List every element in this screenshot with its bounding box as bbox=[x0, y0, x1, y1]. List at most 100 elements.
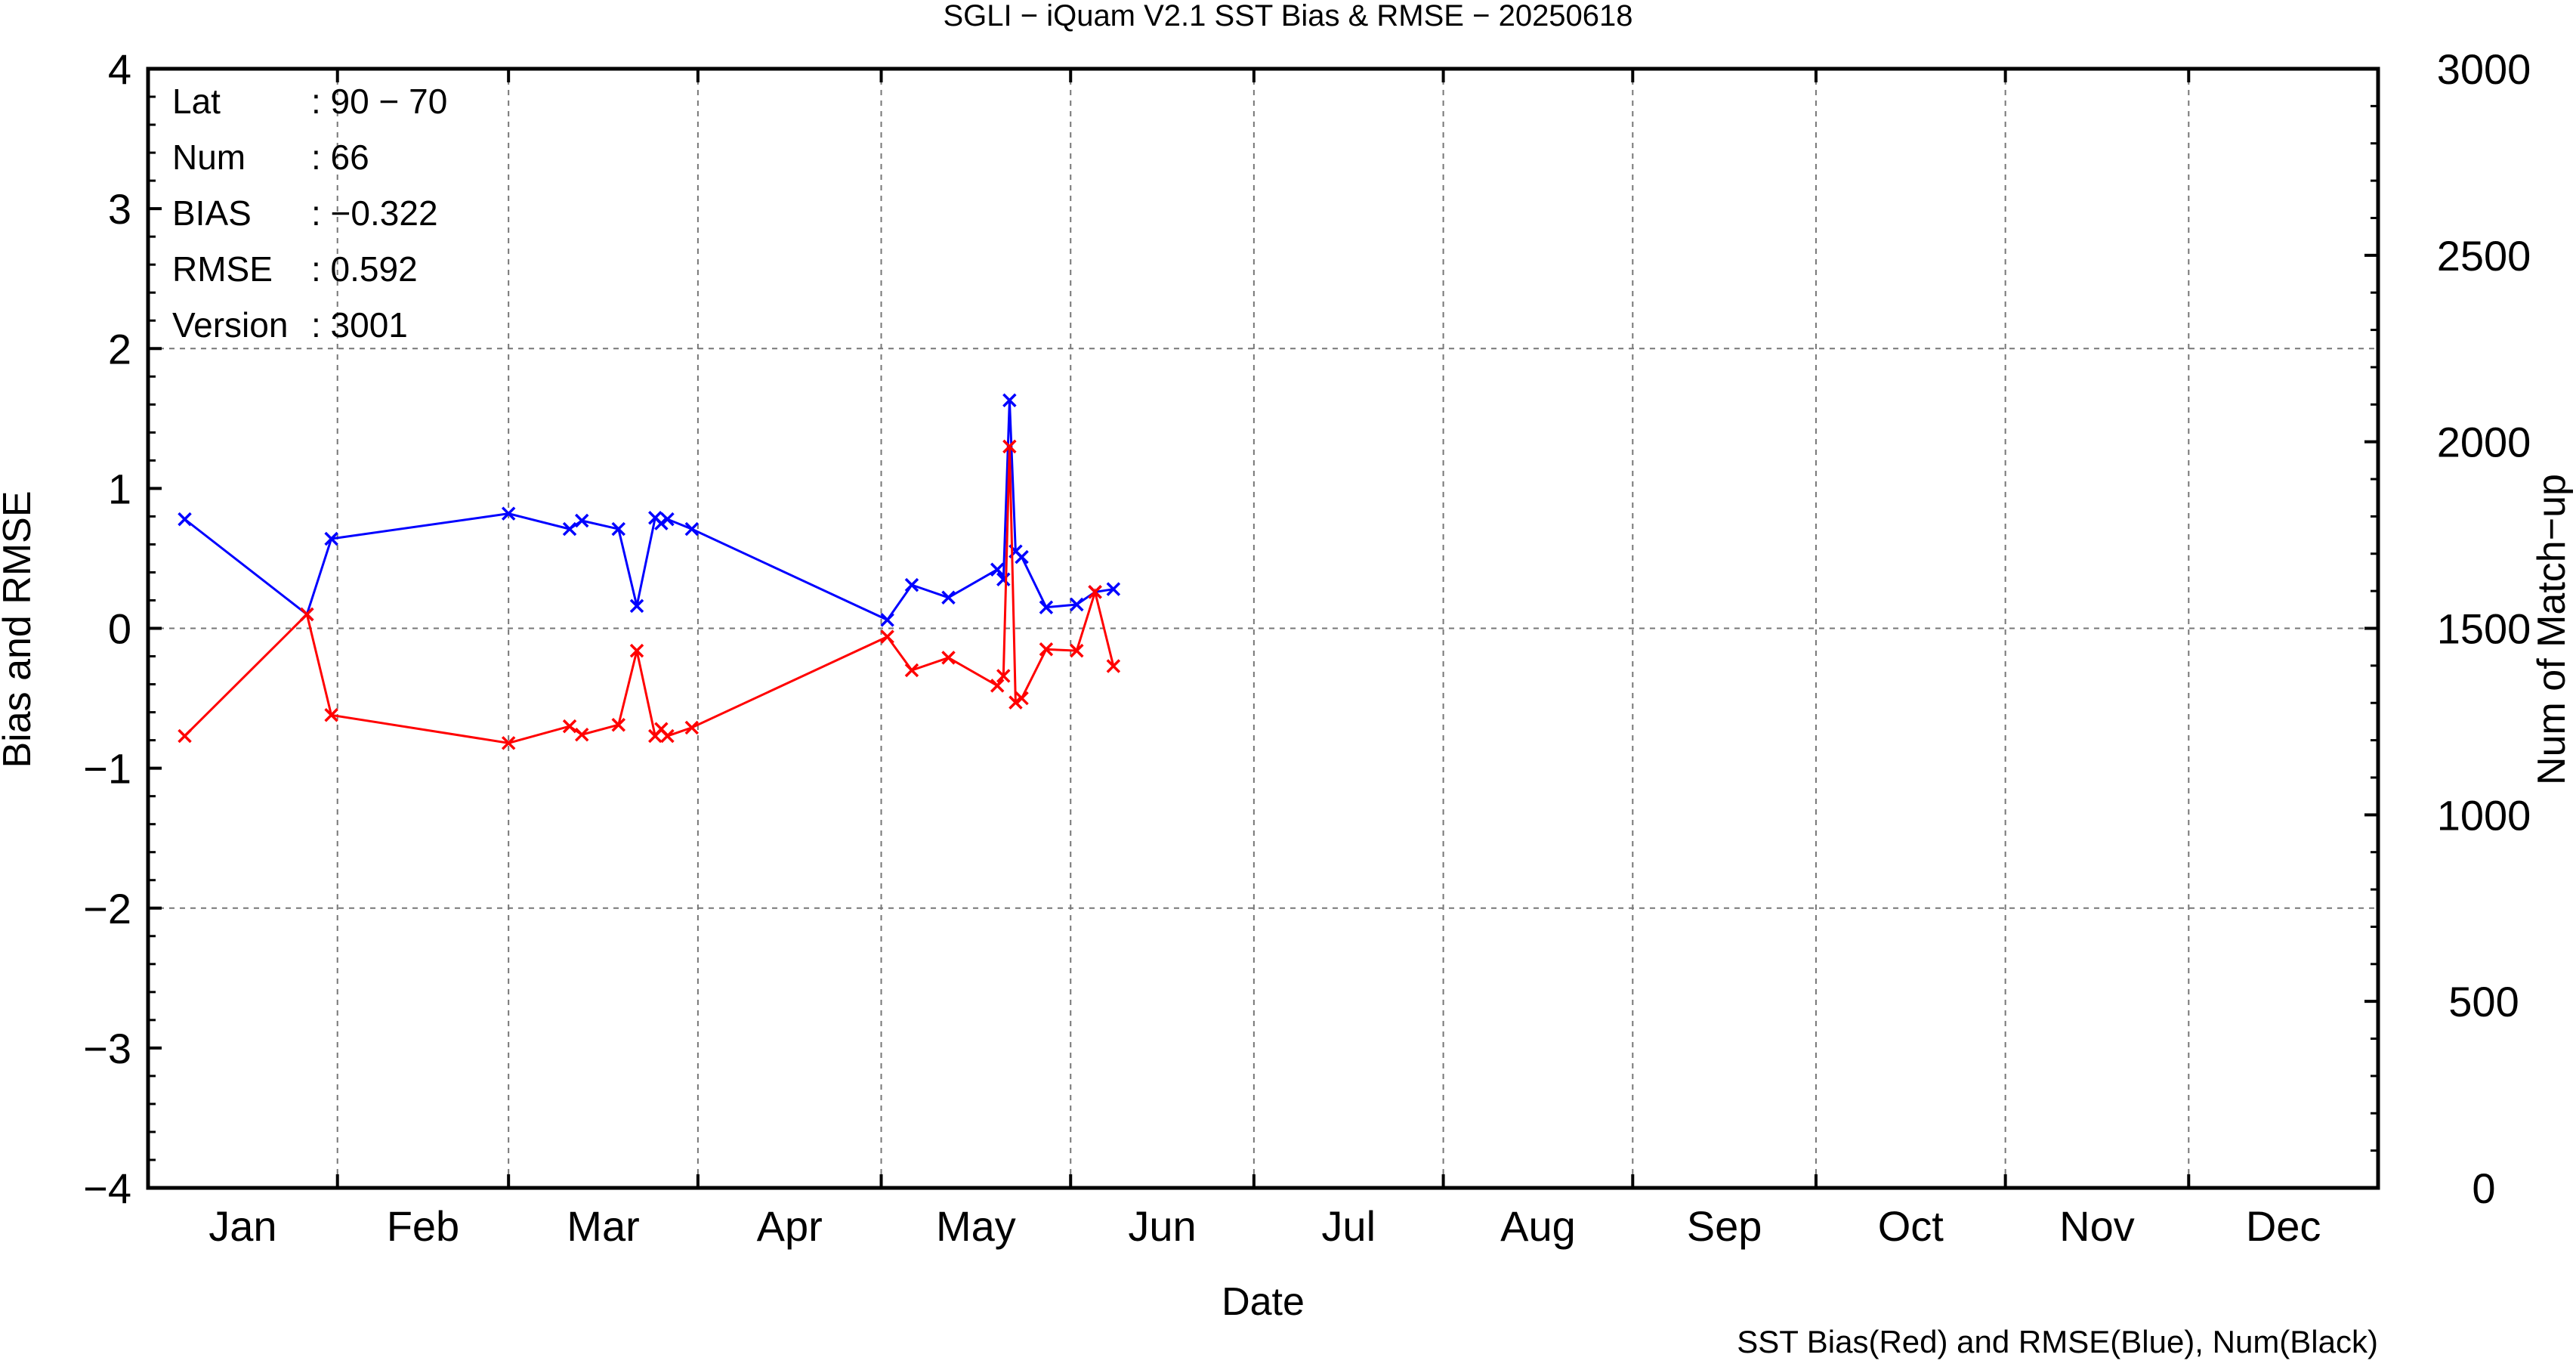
grid-lines bbox=[148, 69, 2378, 1188]
point-marker-stroke bbox=[324, 708, 338, 722]
data-point-bias bbox=[904, 663, 919, 678]
data-point-rmse bbox=[574, 513, 589, 528]
data-point-bias bbox=[300, 607, 314, 622]
point-marker-stroke bbox=[996, 669, 1011, 683]
y2-tick-label: 3000 bbox=[2437, 45, 2531, 93]
data-point-rmse bbox=[684, 521, 700, 537]
info-value: : 90 − 70 bbox=[311, 82, 447, 121]
y2-tick-label: 0 bbox=[2472, 1164, 2495, 1212]
data-point-rmse bbox=[1002, 393, 1017, 407]
data-point-bias bbox=[562, 719, 577, 734]
point-marker-stroke bbox=[1002, 393, 1017, 407]
y-tick-label: 1 bbox=[108, 465, 131, 512]
point-marker-stroke bbox=[611, 521, 625, 537]
info-label: RMSE bbox=[172, 249, 273, 289]
point-marker-stroke bbox=[300, 607, 314, 622]
point-marker-stroke bbox=[324, 531, 338, 546]
y2-tick-label: 2000 bbox=[2437, 419, 2531, 466]
data-point-rmse bbox=[1106, 582, 1121, 596]
y-tick-labels: 4 3 2 1 0 −1 −2 −3 −4 bbox=[83, 45, 131, 1212]
info-value: : 66 bbox=[311, 138, 369, 177]
point-marker-stroke bbox=[880, 613, 894, 627]
data-point-rmse bbox=[1070, 597, 1084, 612]
data-point-bias bbox=[996, 669, 1011, 683]
data-point-bias bbox=[501, 736, 516, 750]
point-marker-stroke bbox=[1106, 659, 1121, 673]
x-tick-label: Feb bbox=[387, 1202, 460, 1250]
x-tick-label: Oct bbox=[1878, 1202, 1944, 1250]
point-marker-stroke bbox=[941, 651, 956, 665]
data-point-rmse bbox=[324, 531, 338, 546]
data-point-bias bbox=[324, 708, 338, 722]
point-marker-stroke bbox=[996, 572, 1011, 586]
chart-footer: SST Bias(Red) and RMSE(Blue), Num(Black) bbox=[1737, 1324, 2378, 1359]
data-point-bias bbox=[1039, 642, 1054, 657]
data-point-rmse bbox=[996, 572, 1011, 586]
y2-tick-label: 1500 bbox=[2437, 605, 2531, 653]
point-marker-stroke bbox=[501, 736, 516, 750]
data-point-bias bbox=[1015, 691, 1029, 706]
y2-tick-labels: 3000 2500 2000 1500 1000 500 0 bbox=[2437, 45, 2531, 1212]
x-tick-label: Jul bbox=[1321, 1202, 1376, 1250]
x-tick-label: Jan bbox=[208, 1202, 276, 1250]
point-marker-stroke bbox=[1002, 439, 1017, 454]
point-marker-stroke bbox=[660, 512, 675, 527]
point-marker-stroke bbox=[1015, 691, 1029, 706]
chart-title: SGLI − iQuam V2.1 SST Bias & RMSE − 2025… bbox=[943, 0, 1632, 32]
point-marker-stroke bbox=[562, 521, 577, 537]
data-point-bias bbox=[629, 643, 644, 658]
data-point-rmse bbox=[1039, 600, 1054, 614]
x-tick-label: Jun bbox=[1128, 1202, 1196, 1250]
info-box: Lat: 90 − 70 Num: 66 BIAS: −0.322 RMSE: 0.5… bbox=[172, 82, 447, 345]
data-point-rmse bbox=[1015, 549, 1029, 564]
y-tick-label: −2 bbox=[83, 885, 131, 932]
y2-tick-label: 2500 bbox=[2437, 232, 2531, 280]
data-point-bias bbox=[684, 720, 700, 735]
data-point-bias bbox=[178, 728, 192, 744]
series-group bbox=[178, 393, 1121, 750]
y-tick-label: −4 bbox=[83, 1164, 131, 1212]
point-marker-stroke bbox=[1088, 585, 1102, 599]
data-point-rmse bbox=[880, 613, 894, 627]
point-marker-stroke bbox=[1106, 582, 1121, 596]
point-marker-stroke bbox=[562, 719, 577, 734]
data-point-rmse bbox=[660, 512, 675, 527]
point-marker-stroke bbox=[574, 513, 589, 528]
point-marker-stroke bbox=[654, 516, 669, 530]
tick-marks bbox=[148, 67, 2378, 1189]
data-point-bias bbox=[574, 727, 589, 742]
data-point-rmse bbox=[990, 562, 1005, 577]
y2-tick-label: 1000 bbox=[2437, 791, 2531, 839]
point-marker-stroke bbox=[178, 512, 192, 527]
y-tick-label: −1 bbox=[83, 745, 131, 793]
y2-tick-label: 500 bbox=[2448, 978, 2519, 1025]
data-point-rmse bbox=[941, 590, 956, 605]
point-marker-stroke bbox=[1070, 643, 1084, 658]
x-tick-label: Sep bbox=[1687, 1202, 1762, 1250]
y2-axis-label: Num of Match−up bbox=[2530, 474, 2574, 785]
point-marker-stroke bbox=[1008, 695, 1023, 710]
x-tick-label: Apr bbox=[757, 1202, 823, 1250]
point-marker-stroke bbox=[1039, 642, 1054, 657]
y-tick-label: 4 bbox=[108, 45, 131, 93]
point-marker-stroke bbox=[629, 598, 644, 614]
point-marker-stroke bbox=[1039, 600, 1054, 614]
data-point-rmse bbox=[629, 598, 644, 614]
x-tick-label: Aug bbox=[1500, 1202, 1576, 1250]
series-line-bias bbox=[184, 446, 1115, 744]
data-point-rmse bbox=[501, 506, 516, 521]
point-marker-stroke bbox=[990, 679, 1005, 693]
data-point-bias bbox=[1002, 439, 1017, 454]
info-value: : 3001 bbox=[311, 305, 408, 345]
data-point-rmse bbox=[178, 512, 192, 527]
x-tick-label: Mar bbox=[567, 1202, 639, 1250]
series-line-rmse bbox=[184, 400, 1114, 622]
point-marker-stroke bbox=[660, 728, 675, 744]
info-label: Version bbox=[172, 305, 288, 345]
point-marker-stroke bbox=[629, 643, 644, 658]
data-point-bias bbox=[1070, 643, 1084, 658]
data-point-bias bbox=[880, 629, 894, 644]
info-value: : −0.322 bbox=[311, 193, 438, 233]
point-marker-stroke bbox=[654, 722, 669, 737]
